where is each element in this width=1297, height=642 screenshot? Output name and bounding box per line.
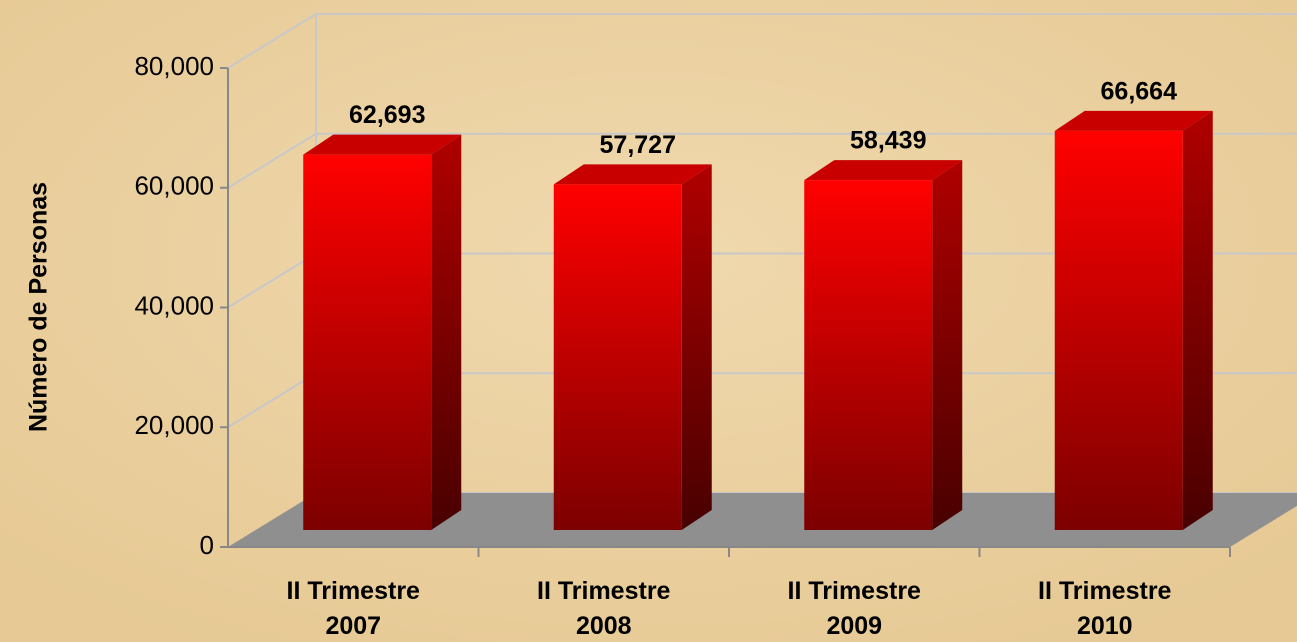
bar (1054, 130, 1183, 530)
x-tick-label: II Trimestre 2007 (287, 577, 420, 640)
y-tick-label: 80,000 (134, 51, 214, 81)
bar-top (303, 134, 462, 155)
data-label: 62,693 (349, 101, 425, 129)
x-tick-line: 2007 (325, 612, 381, 640)
y-tick-label: 40,000 (134, 290, 214, 320)
x-tick-line: II Trimestre (1038, 577, 1171, 605)
grid-line (227, 252, 317, 309)
bar-group (303, 134, 462, 530)
bar (804, 180, 933, 530)
bar (553, 184, 682, 530)
data-label: 57,727 (600, 131, 676, 159)
y-tick-label: 0 (200, 530, 214, 560)
bar-group (804, 160, 963, 530)
x-tick-line: 2008 (576, 612, 632, 640)
y-tick-label: 20,000 (134, 410, 214, 440)
x-tick-label: II Trimestre 2008 (537, 577, 670, 640)
floor (228, 493, 1297, 547)
y-tick-label: 60,000 (134, 171, 214, 201)
bar (303, 154, 432, 530)
data-label: 58,439 (850, 127, 926, 155)
bar-top (1054, 110, 1213, 131)
x-tick-line: 2010 (1077, 612, 1133, 640)
bar-group (553, 164, 712, 530)
grid-line (227, 13, 317, 69)
bar-top (804, 160, 963, 181)
x-tick-label: II Trimestre 2009 (788, 577, 921, 640)
bar-top (553, 164, 712, 185)
grid-line (227, 372, 317, 429)
x-tick-line: II Trimestre (537, 577, 670, 605)
bar-side (681, 164, 712, 530)
bar-side (932, 160, 963, 530)
bar-group (1054, 110, 1213, 530)
data-label: 66,664 (1101, 77, 1178, 105)
x-tick-line: 2009 (826, 612, 882, 640)
x-tick-line: II Trimestre (788, 577, 921, 605)
x-tick-line: II Trimestre (287, 577, 420, 605)
bar-side (1182, 110, 1213, 530)
grid-line (227, 132, 317, 189)
x-tick-label: II Trimestre 2010 (1038, 577, 1171, 640)
y-axis-label: Número de Personas (25, 182, 53, 432)
bar-side (431, 134, 462, 530)
